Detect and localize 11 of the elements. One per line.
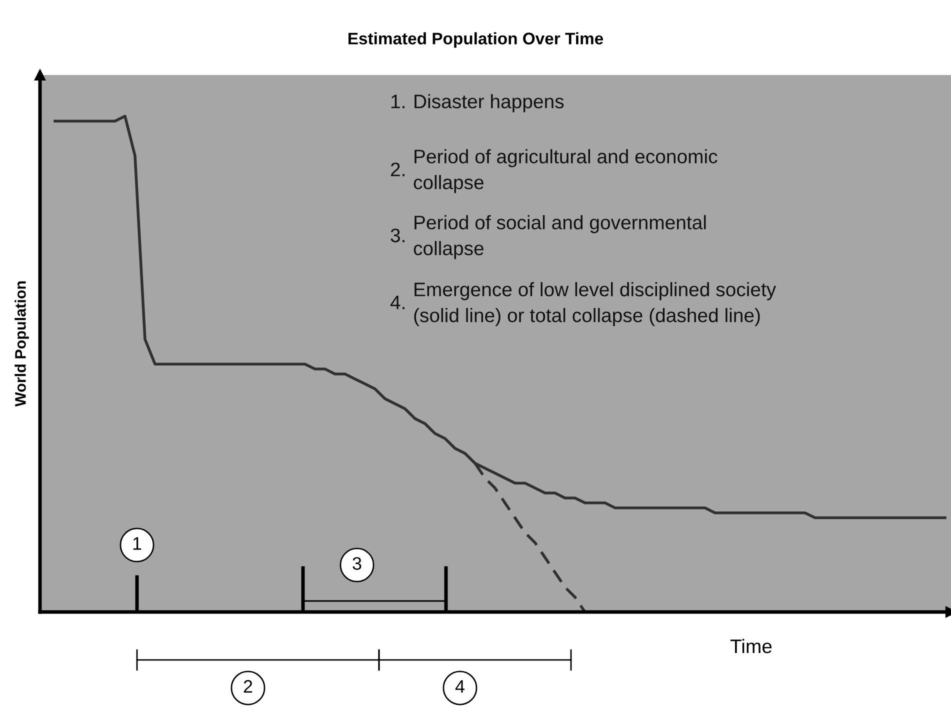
annotation: 2. Period of agricultural and economic collapse [390, 149, 718, 194]
annotation: 3. Period of social and governmental collapse [390, 215, 706, 260]
text: 2 [244, 680, 252, 693]
chart-title: Estimated Population Over Time [348, 32, 604, 48]
x-axis-title: Time [730, 638, 772, 654]
annotation: 1 [133, 537, 142, 550]
text: 1. Disaster happens [391, 94, 564, 112]
text: 4 [455, 680, 464, 693]
annotation: 3 [352, 557, 362, 570]
y-axis-title: World Population [14, 281, 29, 407]
annotation: 4. Emergence of low level disciplined society (solid line) or total collapse (dashed line) [390, 282, 776, 326]
